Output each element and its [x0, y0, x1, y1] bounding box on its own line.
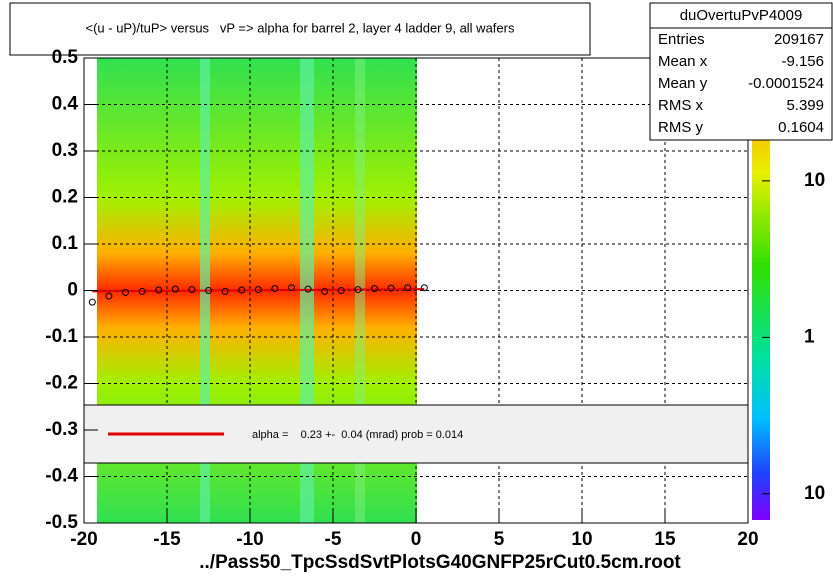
y-tick-label: -0.2	[45, 373, 78, 394]
profile-point	[122, 288, 129, 296]
stats-value: -9.156	[781, 53, 824, 70]
y-tick-label: 0.2	[52, 187, 78, 208]
profile-point	[404, 284, 412, 292]
profile-point	[420, 284, 428, 292]
z-tick-label: 10	[804, 170, 825, 191]
stats-label: Entries	[658, 31, 705, 48]
profile-point	[321, 287, 329, 295]
profile-point	[138, 287, 146, 295]
y-tick-label: 0.1	[52, 233, 79, 254]
x-tick-label: -10	[236, 529, 263, 550]
stats-value: -0.0001524	[748, 75, 824, 92]
chart-title: <(u - uP)/tuP> versus vP => alpha for ba…	[86, 20, 515, 35]
stats-value: 209167	[774, 31, 824, 48]
z-tick-label: 10	[804, 483, 825, 504]
x-tick-label: 10	[571, 529, 592, 550]
stats-label: Mean x	[658, 53, 708, 70]
profile-point	[88, 298, 96, 306]
y-tick-label: -0.3	[45, 419, 78, 440]
x-tick-label: -15	[153, 529, 181, 550]
z-tick-label: 1	[804, 326, 815, 347]
profile-point	[221, 287, 229, 295]
x-tick-label: 20	[737, 529, 758, 550]
fit-line	[92, 288, 425, 293]
stats-label: Mean y	[658, 75, 708, 92]
y-tick-label: -0.4	[45, 466, 78, 487]
y-tick-label: 0	[67, 280, 78, 301]
stats-value: 0.1604	[778, 119, 824, 136]
profile-point	[171, 285, 179, 293]
profile-point	[288, 284, 295, 292]
stats-box	[649, 2, 833, 141]
y-tick-label: 0.3	[52, 140, 78, 161]
profile-point	[371, 285, 378, 293]
x-tick-label: -5	[325, 529, 342, 550]
stats-title: duOvertuPvP4009	[680, 7, 803, 24]
y-tick-label: 0.5	[52, 47, 79, 68]
stats-value: 5.399	[786, 97, 824, 114]
y-tick-label: -0.1	[45, 326, 78, 347]
color-bar	[752, 58, 770, 520]
profile-point	[155, 286, 163, 294]
legend-text: alpha = 0.23 +- 0.04 (mrad) prob = 0.014	[252, 429, 463, 441]
x-tick-label: 0	[411, 529, 422, 550]
x-tick-label: 15	[654, 529, 676, 550]
title-box	[9, 2, 591, 56]
x-tick-label: -20	[70, 529, 97, 550]
stats-label: RMS y	[658, 119, 704, 136]
stats-label: RMS x	[658, 97, 704, 114]
profile-point	[205, 287, 212, 294]
profile-point	[354, 286, 362, 294]
profile-point	[387, 284, 395, 292]
y-tick-label: 0.4	[52, 94, 79, 115]
x-axis-label: ../Pass50_TpcSsdSvtPlotsG40GNFP25rCut0.5…	[199, 552, 681, 573]
profile-point	[337, 287, 345, 294]
y-tick-label: -0.5	[45, 512, 78, 533]
profile-point	[254, 286, 262, 294]
x-tick-label: 5	[494, 529, 505, 550]
profile-point	[238, 286, 246, 294]
profile-point	[304, 285, 312, 293]
profile-point	[271, 285, 279, 293]
profile-point	[105, 292, 113, 300]
profile-point	[188, 286, 196, 294]
